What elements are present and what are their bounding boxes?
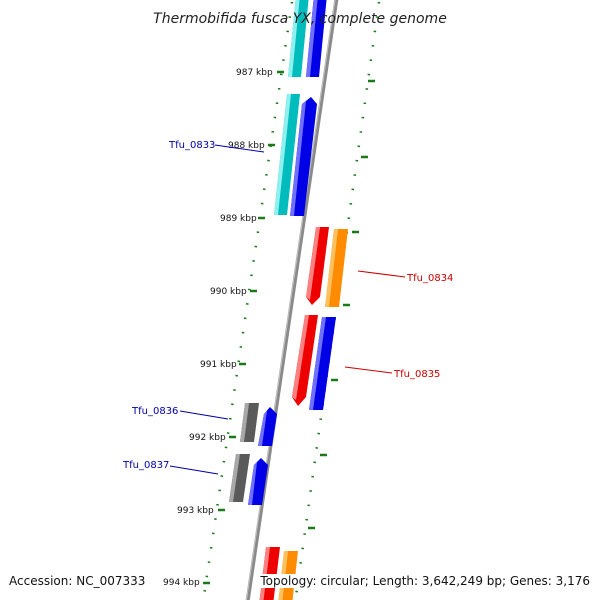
leader-line-tfu0837 (169, 465, 219, 475)
left-major-ticks (203, 70, 284, 585)
cds-feature-tfu0837-highlight (229, 454, 240, 502)
tick-label-991: 991 kbp (200, 360, 237, 370)
cds-feature-tfu0834-highlight (325, 229, 338, 307)
tick-label-987: 987 kbp (236, 68, 273, 78)
leader-line-tfu0835 (344, 366, 393, 374)
topology-summary: Topology: circular; Length: 3,642,249 bp… (258, 574, 592, 588)
gene-label-tfu0833[interactable]: Tfu_0833 (168, 140, 215, 151)
tick-label-990: 990 kbp (210, 287, 247, 297)
leader-line-tfu0833 (214, 144, 265, 153)
gene-feature-blue-highlight (306, 0, 318, 77)
tick-label-989: 989 kbp (220, 214, 257, 224)
tick-label-992: 992 kbp (189, 433, 226, 443)
cds-feature-tfu0835-highlight (309, 317, 326, 410)
tick-label-993: 993 kbp (177, 506, 214, 516)
cds-feature-tfu0836-highlight (240, 403, 249, 442)
accession-label: Accession: NC_007333 (7, 574, 148, 588)
leader-line-tfu0834 (357, 270, 406, 278)
gene-label-tfu0836[interactable]: Tfu_0836 (131, 406, 178, 417)
genome-title: Thermobifida fusca YX, complete genome (153, 11, 447, 27)
left-ruler-minor-ticks (202, 1, 294, 597)
gene-feature-tfu0834-highlight (306, 227, 320, 300)
tick-label-988: 988 kbp (228, 141, 265, 151)
gene-feature-tfu0835-highlight (292, 315, 309, 400)
cds-feature-tfu0833-highlight (274, 94, 291, 215)
gene-feature-tfu0836-highlight (258, 411, 267, 446)
tick-label-994: 994 kbp (163, 578, 200, 588)
gene-label-tfu0834[interactable]: Tfu_0834 (406, 273, 453, 284)
right-major-ticks (308, 79, 375, 530)
gene-feature-tfu0833-highlight (290, 101, 306, 216)
cds-feature-cyan-highlight (288, 0, 300, 77)
gene-feature-tfu0837-highlight (248, 462, 257, 505)
gene-label-tfu0837[interactable]: Tfu_0837 (122, 460, 169, 471)
genome-backbone (245, 0, 339, 600)
gene-label-tfu0835[interactable]: Tfu_0835 (393, 369, 440, 380)
leader-line-tfu0836 (179, 410, 229, 420)
